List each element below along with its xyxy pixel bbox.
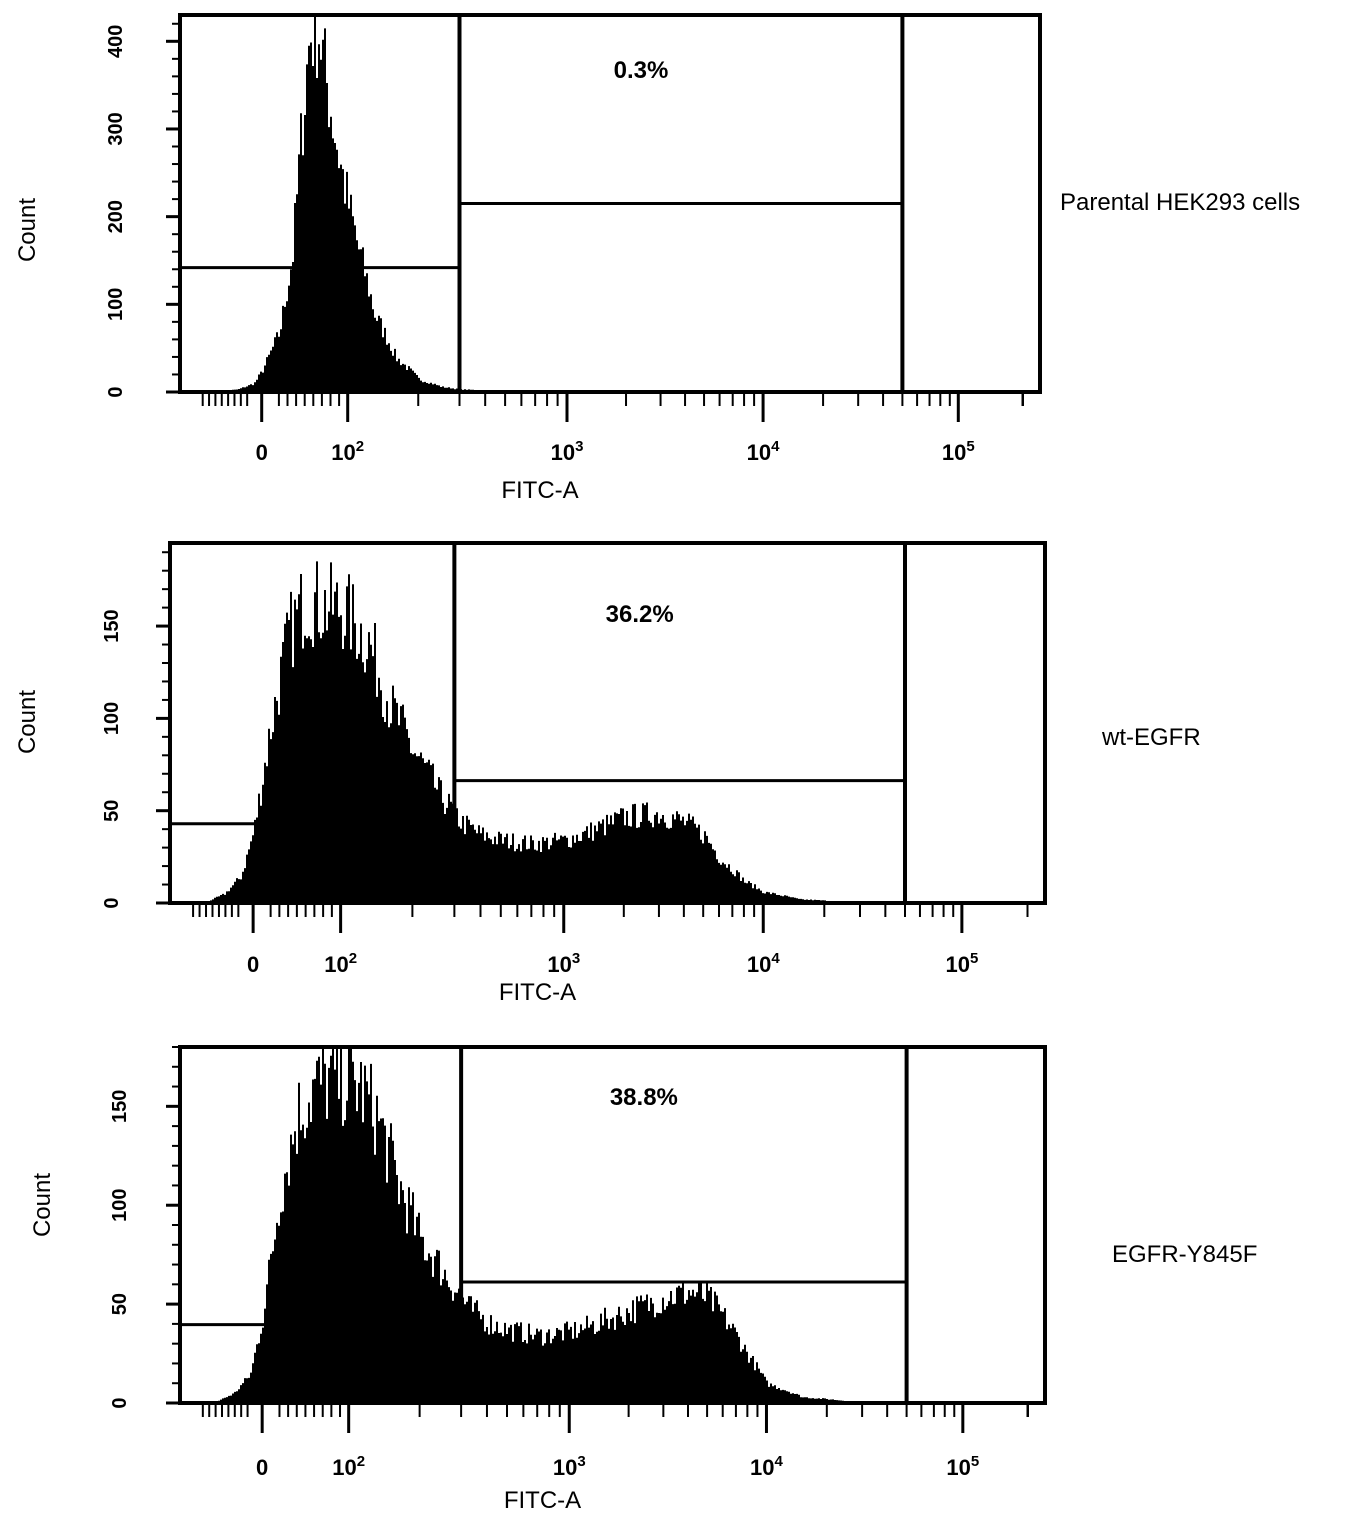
x-axis-title: FITC-A [501, 477, 578, 504]
histogram-area [180, 1049, 1046, 1403]
x-tick-label: 103 [547, 950, 580, 977]
x-tick-label: 0 [256, 440, 268, 465]
plot-frame [178, 13, 1042, 394]
x-axis-title: FITC-A [504, 1487, 581, 1514]
y-tick-label: 50 [101, 800, 123, 822]
x-tick-label: 104 [747, 438, 780, 465]
y-tick-label: 0 [109, 1397, 131, 1408]
y-tick-label: 0 [101, 897, 123, 908]
y-tick-label: 150 [101, 609, 123, 642]
gate-percentage: 0.3% [614, 57, 669, 84]
x-tick-label: 105 [946, 1453, 979, 1480]
histogram-area [170, 561, 1046, 903]
x-tick-label: 105 [945, 950, 978, 977]
sample-label: Parental HEK293 cells [1060, 189, 1300, 216]
gate-percentage: 36.2% [606, 601, 674, 628]
histogram-panel-1: 0 100 200 300 400 0 102 103 104 105 FITC-A Count 0.3… [14, 13, 1300, 504]
x-tick-label: 0 [256, 1455, 268, 1480]
y-axis-title: Count [14, 690, 41, 754]
x-tick-label: 102 [331, 438, 364, 465]
x-tick-label: 103 [551, 438, 584, 465]
y-axis-title: Count [14, 198, 41, 262]
x-axis-title: FITC-A [499, 979, 576, 1006]
histogram-panel-3: 0 50 100 150 0 102 103 104 105 FITC-A Count 38.8% EG… [29, 1045, 1257, 1514]
x-tick-label: 0 [247, 952, 259, 977]
y-tick-label: 300 [105, 112, 127, 145]
x-tick-label: 104 [750, 1453, 783, 1480]
y-tick-label: 100 [109, 1189, 131, 1222]
gate-percentage: 38.8% [610, 1084, 678, 1111]
plot-frame [168, 541, 1047, 905]
y-tick-label: 200 [105, 200, 127, 233]
y-tick-label: 100 [101, 702, 123, 735]
y-tick-label: 100 [105, 288, 127, 321]
histogram-panel-2: 0 50 100 150 0 102 103 104 105 FITC-A Count 36.2% wt… [14, 541, 1201, 1006]
y-tick-label: 0 [105, 386, 127, 397]
x-tick-label: 104 [747, 950, 780, 977]
y-axis-title: Count [29, 1173, 56, 1237]
sample-label: wt-EGFR [1101, 724, 1201, 751]
y-tick-label: 50 [109, 1293, 131, 1315]
y-tick-label: 150 [109, 1090, 131, 1123]
x-tick-label: 102 [324, 950, 357, 977]
y-tick-label: 400 [105, 25, 127, 58]
x-tick-label: 103 [553, 1453, 586, 1480]
x-tick-label: 102 [332, 1453, 365, 1480]
x-tick-label: 105 [942, 438, 975, 465]
sample-label: EGFR-Y845F [1112, 1241, 1257, 1268]
